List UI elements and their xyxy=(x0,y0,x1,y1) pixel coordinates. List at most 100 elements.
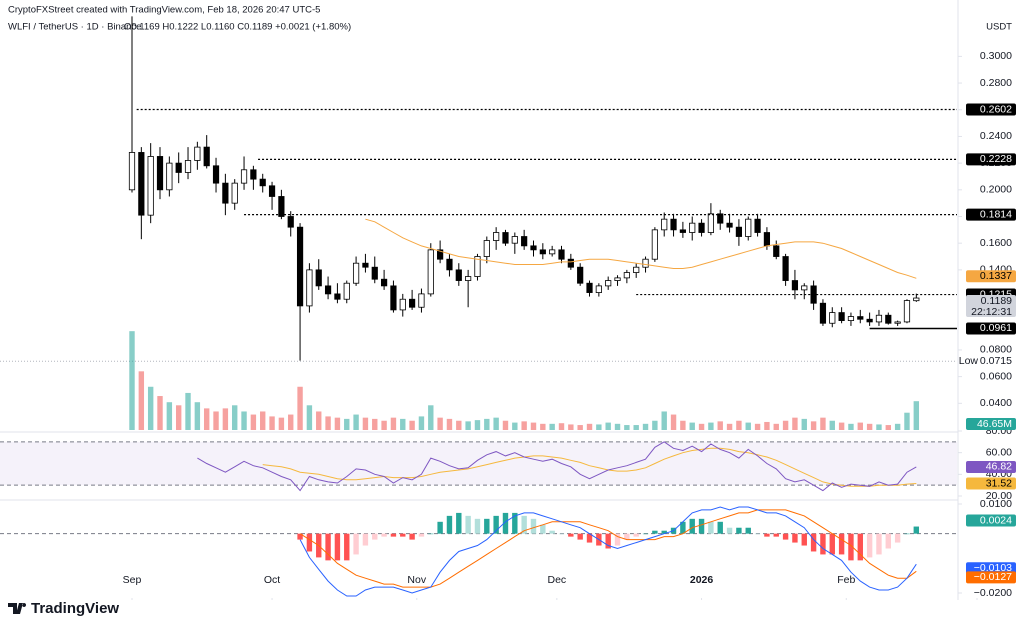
rsi-ma-label: 31.52 xyxy=(986,477,1012,489)
candle-body xyxy=(483,240,490,257)
macd-histogram-bar xyxy=(334,533,341,561)
macd-histogram-bar xyxy=(484,518,490,534)
candle-body xyxy=(857,316,864,320)
candle-body xyxy=(250,169,257,180)
volume-bar xyxy=(670,414,677,430)
macd-histogram-bar xyxy=(829,533,835,555)
level-label-bg xyxy=(966,103,1016,116)
y-tick-label: 0.2000 xyxy=(980,184,1012,196)
volume-bar xyxy=(717,421,723,430)
macd-histogram-bar xyxy=(474,518,481,534)
macd-histogram-bar xyxy=(885,533,891,549)
candle-body xyxy=(446,258,453,271)
macd-histogram-bar xyxy=(894,533,901,543)
volume-bar xyxy=(577,425,583,430)
candle-body xyxy=(567,258,574,268)
volume-bar xyxy=(904,412,910,430)
candle-body xyxy=(521,236,528,247)
logo: TradingView xyxy=(8,600,119,617)
volume-bar xyxy=(810,421,817,430)
candle-body xyxy=(437,249,444,260)
candle-body xyxy=(539,249,546,255)
candle-body xyxy=(128,152,136,191)
candle-body xyxy=(791,280,799,291)
volume-bar xyxy=(754,423,761,430)
volume-bar xyxy=(465,421,471,430)
candle-body xyxy=(595,285,602,293)
volume-bar xyxy=(334,417,341,430)
macd-histogram-bar xyxy=(764,533,770,537)
macd-histogram-bar xyxy=(577,533,583,540)
rsi-ma xyxy=(262,447,917,487)
volume-bar xyxy=(157,396,163,430)
candle-body xyxy=(670,218,677,231)
candle-body xyxy=(362,262,369,268)
candle-body xyxy=(287,216,294,228)
macd-histogram-bar xyxy=(680,521,686,534)
level-label-bg xyxy=(966,153,1016,166)
macd-histogram-bar xyxy=(624,533,630,540)
ma-label: 0.1337 xyxy=(980,270,1012,282)
candle-body xyxy=(614,277,621,281)
candle-body xyxy=(679,229,686,233)
candle-body xyxy=(894,321,901,324)
volume-bar xyxy=(782,420,789,430)
candle-body xyxy=(530,245,537,251)
volume-label-bg xyxy=(966,418,1016,430)
candle-body xyxy=(222,182,229,204)
candle-body xyxy=(203,146,210,167)
candle-body xyxy=(866,318,873,323)
candle-body xyxy=(838,312,845,321)
volume-bar xyxy=(764,421,770,430)
candle-body xyxy=(511,236,518,244)
volume-bar xyxy=(400,418,406,430)
x-tick-label: Oct xyxy=(264,574,280,586)
macd-histogram-bar xyxy=(801,533,807,546)
level-label-bg xyxy=(966,322,1016,335)
volume-bar xyxy=(605,422,611,430)
volume-bar xyxy=(801,418,807,430)
macd-histogram-label-bg xyxy=(966,514,1016,527)
macd-histogram-bar xyxy=(437,521,443,534)
candle-body xyxy=(156,156,164,191)
volume-bar xyxy=(680,420,686,430)
volume-bar xyxy=(278,417,285,430)
candle-body xyxy=(707,213,714,233)
volume-bar xyxy=(512,422,518,430)
brand: TradingView xyxy=(31,600,119,617)
macd-histogram-bar xyxy=(708,521,714,534)
macd-histogram-bar xyxy=(726,527,733,534)
macd-histogram-bar xyxy=(736,527,742,534)
candle-body xyxy=(380,278,388,287)
volume-bar xyxy=(362,417,369,430)
candle-body xyxy=(175,162,182,173)
volume-bar xyxy=(661,411,667,430)
macd-signal-label: −0.0127 xyxy=(974,571,1012,583)
volume-bar xyxy=(194,402,201,430)
candle-body xyxy=(549,249,556,255)
volume-bar xyxy=(540,423,546,430)
volume-bar xyxy=(745,422,751,430)
volume-bar xyxy=(549,423,555,430)
macd-signal-label-bg xyxy=(966,571,1016,584)
candle-body xyxy=(829,312,836,324)
volume-bar xyxy=(838,422,845,430)
x-tick-label: Feb xyxy=(837,574,855,586)
macd-histogram-bar xyxy=(754,533,761,535)
level-label: 0.2602 xyxy=(980,103,1012,115)
macd-histogram-bar xyxy=(717,521,723,534)
candle-body xyxy=(623,272,630,279)
volume-bar xyxy=(502,420,509,430)
macd-histogram-label: 0.0024 xyxy=(980,514,1012,526)
volume-bar xyxy=(381,420,387,430)
volume-bar xyxy=(624,425,630,430)
candle-body xyxy=(502,232,509,244)
macd-histogram-bar xyxy=(866,533,873,558)
candle-body xyxy=(689,222,696,233)
candle-body xyxy=(801,285,808,291)
macd-histogram-bar xyxy=(773,533,779,537)
macd-histogram-bar xyxy=(661,530,667,534)
volume-bar xyxy=(175,405,182,430)
volume-bar xyxy=(409,420,415,430)
